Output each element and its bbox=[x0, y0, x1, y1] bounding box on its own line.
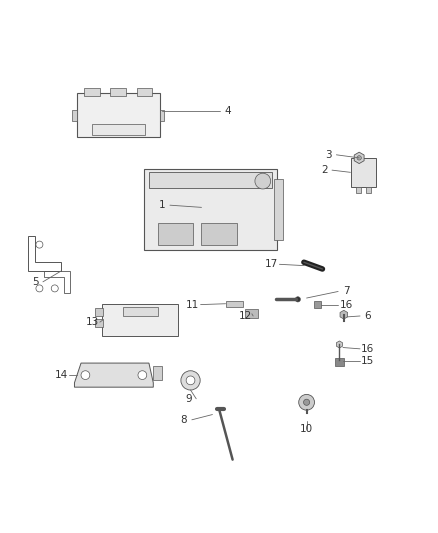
FancyBboxPatch shape bbox=[158, 223, 193, 245]
FancyBboxPatch shape bbox=[245, 310, 258, 318]
Text: 16: 16 bbox=[339, 300, 353, 310]
Circle shape bbox=[186, 376, 195, 385]
FancyBboxPatch shape bbox=[95, 319, 103, 327]
FancyBboxPatch shape bbox=[153, 366, 162, 379]
Circle shape bbox=[304, 399, 310, 405]
Text: 6: 6 bbox=[364, 311, 371, 321]
FancyBboxPatch shape bbox=[110, 88, 126, 96]
FancyBboxPatch shape bbox=[149, 172, 272, 188]
FancyBboxPatch shape bbox=[72, 110, 77, 120]
Polygon shape bbox=[354, 152, 364, 164]
Circle shape bbox=[181, 371, 200, 390]
Circle shape bbox=[81, 371, 90, 379]
FancyBboxPatch shape bbox=[102, 304, 178, 336]
FancyBboxPatch shape bbox=[201, 223, 237, 245]
FancyBboxPatch shape bbox=[92, 124, 145, 135]
Circle shape bbox=[255, 173, 271, 189]
FancyBboxPatch shape bbox=[160, 110, 164, 120]
FancyBboxPatch shape bbox=[314, 301, 321, 308]
Text: 13: 13 bbox=[85, 317, 99, 327]
FancyBboxPatch shape bbox=[95, 308, 103, 316]
Text: 5: 5 bbox=[32, 277, 39, 287]
Text: 12: 12 bbox=[239, 311, 252, 321]
FancyBboxPatch shape bbox=[226, 301, 243, 307]
Text: 15: 15 bbox=[361, 356, 374, 366]
Text: 4: 4 bbox=[224, 106, 231, 116]
FancyBboxPatch shape bbox=[84, 88, 100, 96]
Bar bbox=[356, 187, 361, 193]
Text: 1: 1 bbox=[159, 200, 166, 210]
Text: 7: 7 bbox=[343, 286, 350, 296]
Circle shape bbox=[51, 285, 58, 292]
Text: 14: 14 bbox=[55, 370, 68, 380]
FancyBboxPatch shape bbox=[274, 179, 283, 240]
FancyBboxPatch shape bbox=[137, 88, 152, 96]
Text: 10: 10 bbox=[300, 424, 313, 434]
Circle shape bbox=[36, 285, 43, 292]
Bar bbox=[366, 187, 371, 193]
Text: 2: 2 bbox=[321, 165, 328, 175]
Text: 11: 11 bbox=[186, 300, 199, 310]
FancyBboxPatch shape bbox=[351, 158, 376, 187]
FancyBboxPatch shape bbox=[77, 93, 160, 138]
Text: 9: 9 bbox=[185, 394, 192, 404]
Text: 8: 8 bbox=[180, 415, 187, 425]
FancyBboxPatch shape bbox=[123, 307, 158, 316]
Text: 3: 3 bbox=[325, 150, 332, 160]
Text: 16: 16 bbox=[361, 344, 374, 354]
FancyBboxPatch shape bbox=[335, 358, 344, 366]
Polygon shape bbox=[336, 341, 343, 348]
Circle shape bbox=[299, 394, 314, 410]
Text: 17: 17 bbox=[265, 260, 278, 269]
Circle shape bbox=[357, 156, 361, 160]
Circle shape bbox=[138, 371, 147, 379]
Circle shape bbox=[36, 241, 43, 248]
Circle shape bbox=[295, 297, 300, 302]
Polygon shape bbox=[74, 363, 153, 387]
Polygon shape bbox=[340, 310, 348, 319]
FancyBboxPatch shape bbox=[144, 169, 277, 250]
